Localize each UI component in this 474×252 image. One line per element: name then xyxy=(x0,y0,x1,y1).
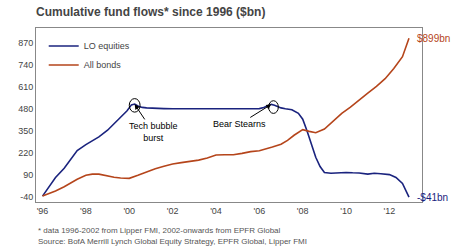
svg-text:740: 740 xyxy=(18,60,33,70)
svg-text:'98: '98 xyxy=(80,206,92,216)
svg-text:* data 1996-2002 from Lipper F: * data 1996-2002 from Lipper FMI, 2002-o… xyxy=(38,226,281,235)
svg-text:610: 610 xyxy=(18,82,33,92)
svg-text:'08: '08 xyxy=(297,206,309,216)
svg-text:-40: -40 xyxy=(20,192,33,202)
svg-text:350: 350 xyxy=(18,126,33,136)
svg-text:'06: '06 xyxy=(253,206,265,216)
svg-text:'96: '96 xyxy=(37,206,49,216)
svg-text:'10: '10 xyxy=(340,206,352,216)
svg-text:$899bn: $899bn xyxy=(417,33,450,44)
svg-text:'00: '00 xyxy=(123,206,135,216)
svg-text:LO equities: LO equities xyxy=(84,41,130,51)
svg-text:220: 220 xyxy=(18,148,33,158)
svg-text:Bear Stearns: Bear Stearns xyxy=(213,119,266,129)
svg-text:-$41bn: -$41bn xyxy=(417,192,448,203)
svg-text:90: 90 xyxy=(23,170,33,180)
svg-text:Cumulative fund flows* since 1: Cumulative fund flows* since 1996 ($bn) xyxy=(36,5,265,19)
svg-text:Tech bubbleburst: Tech bubbleburst xyxy=(129,121,178,143)
svg-text:All bonds: All bonds xyxy=(84,60,122,70)
svg-text:'02: '02 xyxy=(167,206,179,216)
svg-text:480: 480 xyxy=(18,104,33,114)
svg-text:'12: '12 xyxy=(384,206,396,216)
svg-text:870: 870 xyxy=(18,38,33,48)
svg-text:Source: BofA Merrill Lynch Glo: Source: BofA Merrill Lynch Global Equity… xyxy=(38,237,307,246)
svg-text:'04: '04 xyxy=(210,206,222,216)
